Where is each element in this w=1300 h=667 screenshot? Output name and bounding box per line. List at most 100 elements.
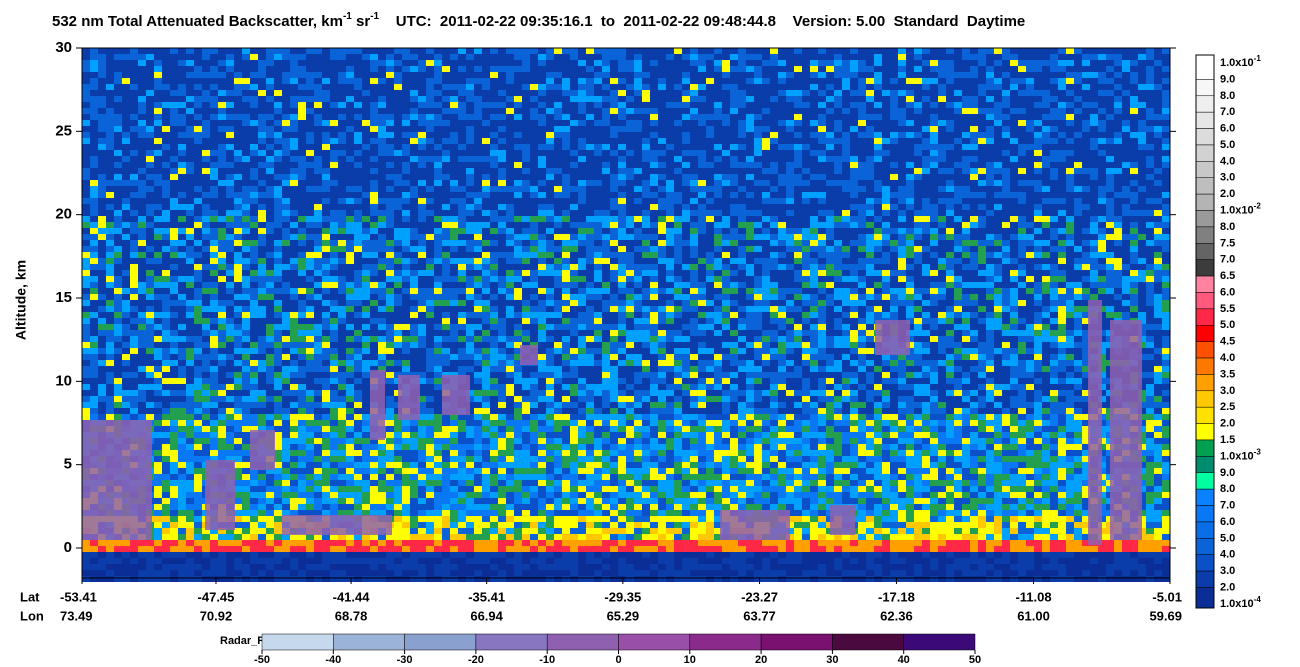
- texture-cell: [1154, 102, 1162, 108]
- texture-cell: [778, 174, 786, 180]
- texture-cell: [658, 240, 666, 246]
- texture-cell: [426, 54, 434, 60]
- texture-cell: [122, 258, 130, 264]
- texture-cell: [106, 144, 114, 150]
- texture-cell: [386, 264, 394, 270]
- texture-cell: [338, 168, 346, 174]
- texture-cell: [154, 102, 162, 108]
- texture-cell: [778, 132, 786, 138]
- texture-cell: [818, 174, 826, 180]
- texture-cell: [970, 162, 978, 168]
- texture-cell: [994, 66, 1002, 72]
- texture-cell: [322, 258, 330, 264]
- texture-cell: [322, 228, 330, 234]
- texture-cell: [258, 180, 266, 186]
- texture-cell: [226, 96, 234, 102]
- texture-cell: [354, 228, 362, 234]
- texture-cell: [202, 54, 210, 60]
- texture-cell: [418, 186, 426, 192]
- texture-cell: [594, 120, 602, 126]
- texture-cell: [466, 246, 474, 252]
- texture-cell: [250, 162, 258, 168]
- texture-cell: [482, 54, 490, 60]
- texture-cell: [138, 246, 146, 252]
- texture-cell: [242, 168, 250, 174]
- texture-cell: [394, 156, 402, 162]
- texture-cell: [706, 264, 714, 270]
- texture-cell: [234, 126, 242, 132]
- texture-cell: [762, 162, 770, 168]
- texture-cell: [642, 108, 650, 114]
- texture-cell: [1146, 120, 1154, 126]
- texture-cell: [498, 174, 506, 180]
- texture-cell: [786, 138, 794, 144]
- texture-cell: [434, 192, 442, 198]
- texture-cell: [770, 96, 778, 102]
- texture-cell: [370, 138, 378, 144]
- texture-cell: [722, 132, 730, 138]
- texture-cell: [530, 168, 538, 174]
- texture-cell: [778, 84, 786, 90]
- texture-cell: [922, 240, 930, 246]
- texture-cell: [146, 198, 154, 204]
- texture-cell: [354, 60, 362, 66]
- texture-cell: [354, 90, 362, 96]
- texture-cell: [850, 174, 858, 180]
- texture-cell: [690, 216, 698, 222]
- texture-cell: [1154, 246, 1162, 252]
- texture-cell: [618, 90, 626, 96]
- texture-cell: [938, 72, 946, 78]
- texture-cell: [82, 78, 90, 84]
- texture-cell: [1050, 216, 1058, 222]
- texture-cell: [298, 228, 306, 234]
- texture-cell: [1090, 54, 1098, 60]
- texture-cell: [418, 174, 426, 180]
- texture-cell: [826, 228, 834, 234]
- texture-cell: [1018, 198, 1026, 204]
- texture-cell: [562, 246, 570, 252]
- texture-cell: [1154, 180, 1162, 186]
- texture-cell: [130, 96, 138, 102]
- texture-cell: [762, 132, 770, 138]
- texture-cell: [1066, 84, 1074, 90]
- texture-cell: [986, 192, 994, 198]
- texture-cell: [882, 198, 890, 204]
- texture-cell: [698, 258, 706, 264]
- texture-cell: [866, 252, 874, 258]
- texture-cell: [1026, 120, 1034, 126]
- texture-cell: [610, 216, 618, 222]
- texture-cell: [386, 258, 394, 264]
- texture-cell: [994, 168, 1002, 174]
- texture-cell: [434, 102, 442, 108]
- texture-cell: [978, 246, 986, 252]
- texture-cell: [1074, 78, 1082, 84]
- texture-cell: [578, 66, 586, 72]
- texture-cell: [1050, 114, 1058, 120]
- texture-cell: [514, 72, 522, 78]
- texture-cell: [642, 234, 650, 240]
- texture-cell: [938, 252, 946, 258]
- texture-cell: [106, 120, 114, 126]
- texture-cell: [850, 240, 858, 246]
- texture-cell: [994, 204, 1002, 210]
- texture-cell: [338, 126, 346, 132]
- texture-cell: [570, 222, 578, 228]
- texture-cell: [450, 228, 458, 234]
- texture-cell: [186, 174, 194, 180]
- texture-cell: [146, 258, 154, 264]
- texture-cell: [874, 96, 882, 102]
- texture-cell: [378, 54, 386, 60]
- texture-cell: [346, 168, 354, 174]
- texture-cell: [986, 246, 994, 252]
- texture-cell: [778, 114, 786, 120]
- texture-cell: [450, 156, 458, 162]
- texture-cell: [506, 84, 514, 90]
- texture-cell: [466, 120, 474, 126]
- texture-cell: [746, 114, 754, 120]
- texture-cell: [450, 72, 458, 78]
- texture-cell: [138, 132, 146, 138]
- texture-cell: [858, 198, 866, 204]
- texture-cell: [250, 90, 258, 96]
- texture-cell: [146, 234, 154, 240]
- texture-cell: [994, 234, 1002, 240]
